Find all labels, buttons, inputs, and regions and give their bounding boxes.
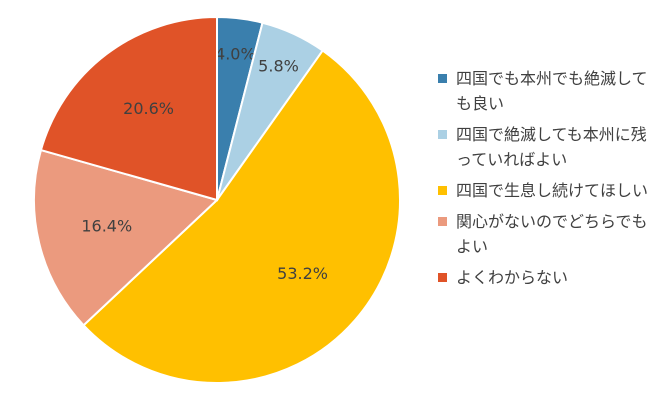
- data-label: 20.6%: [123, 99, 174, 118]
- legend-label: 四国で絶滅しても本州に残っていればよい: [456, 125, 647, 169]
- data-label: 5.8%: [258, 57, 299, 76]
- legend: 四国でも本州でも絶滅しても良い 四国で絶滅しても本州に残っていればよい四国で生息し…: [438, 66, 653, 296]
- legend-item: 四国でも本州でも絶滅しても良い: [438, 66, 653, 116]
- legend-item: 四国で絶滅しても本州に残っていればよい: [438, 122, 653, 172]
- pie-slice: [39, 15, 218, 202]
- legend-swatch: [438, 74, 447, 83]
- legend-swatch: [438, 273, 447, 282]
- legend-label: 四国で生息し続けてほしい: [456, 181, 649, 200]
- legend-swatch: [438, 130, 447, 139]
- pie-slice: [82, 49, 401, 384]
- legend-item: 四国で生息し続けてほしい: [438, 178, 653, 203]
- data-label: 16.4%: [81, 216, 132, 235]
- legend-item: よくわからない: [438, 265, 653, 290]
- legend-label: 四国でも本州でも絶滅しても良い: [456, 69, 648, 113]
- pie-area: 4.0%5.8% 53.2% 16.4% 20.6%: [33, 15, 401, 384]
- legend-swatch: [438, 186, 447, 195]
- data-label: 4.0%: [215, 44, 256, 63]
- data-label: 53.2%: [277, 264, 328, 283]
- pie-slice: [33, 148, 219, 327]
- legend-swatch: [438, 217, 447, 226]
- legend-label: よくわからない: [456, 268, 569, 287]
- legend-item: 関心がないのでどちらでもよい: [438, 209, 653, 259]
- legend-label: 関心がないのでどちらでもよい: [456, 212, 648, 256]
